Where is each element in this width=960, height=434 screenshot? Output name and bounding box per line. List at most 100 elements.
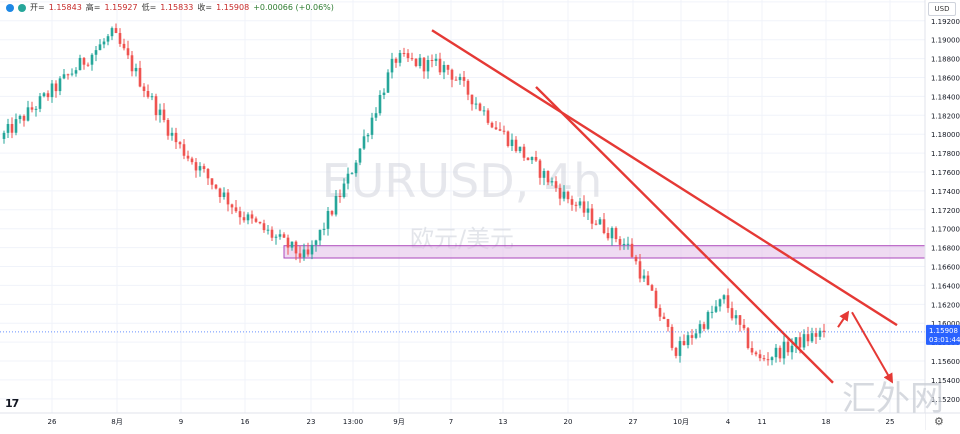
currency-selector[interactable]: USD (928, 2, 956, 16)
currency-label: USD (934, 5, 950, 13)
price-tick-label: 1.16200 (931, 301, 960, 309)
candle-body (634, 256, 638, 262)
candle-body (626, 243, 630, 245)
eye-icon[interactable] (6, 3, 14, 12)
candle-body (554, 181, 558, 188)
candle-body (142, 86, 146, 92)
candle-body (314, 240, 318, 245)
candle-body (50, 83, 54, 98)
candle-body (526, 157, 530, 161)
time-axis[interactable]: 26 8月 9 16 23 13:00 9月 7 13 20 27 10月 4 11 18 25 (0, 412, 960, 430)
time-tick-label: 18 (822, 418, 831, 426)
candle-body (226, 192, 230, 205)
price-axis[interactable]: 1.19200 1.19000 1.18800 1.18600 1.18400 1.182… (924, 0, 960, 430)
candle-body (306, 249, 310, 255)
price-tick-label: 1.18600 (931, 74, 960, 82)
candles (2, 23, 826, 366)
candle-body (398, 53, 402, 63)
symbol-watermark: EURUSD, 4h 欧元/美元 (322, 154, 603, 253)
candle-body (206, 169, 210, 179)
candle-body (162, 109, 166, 120)
candle-body (386, 72, 390, 93)
ohlc-legend: 开= 1.15843 高= 1.15927 低= 1.15833 收= 1.15908 … (6, 2, 334, 13)
candle-body (426, 60, 430, 72)
candle-body (230, 204, 234, 208)
candle-body (590, 208, 594, 224)
candle-body (738, 315, 742, 325)
candle-body (730, 308, 734, 319)
candle-body (558, 187, 562, 199)
candle-body (542, 170, 546, 178)
candle-body (322, 228, 326, 230)
candle-body (262, 223, 266, 231)
candle-body (90, 54, 94, 65)
time-tick-label: 9 (179, 418, 183, 426)
candle-body (58, 78, 62, 92)
trendline (535, 86, 834, 384)
candle-body (26, 107, 30, 121)
candle-body (478, 103, 482, 111)
candle-body (330, 211, 334, 215)
candle-body (414, 58, 418, 67)
candle-body (254, 218, 258, 222)
candle-body (750, 347, 754, 353)
candle-body (158, 109, 162, 116)
candle-body (302, 249, 306, 258)
candle-body (574, 204, 578, 206)
gear-icon[interactable]: ⚙ (934, 415, 944, 428)
candle-body (514, 139, 518, 152)
candle-body (126, 48, 130, 56)
candle-body (562, 191, 566, 199)
candle-body (622, 243, 626, 245)
support-zone (283, 245, 926, 259)
candle-body (462, 76, 466, 81)
candle-body (654, 290, 658, 308)
candle-body (326, 211, 330, 229)
close-value: 1.15908 (216, 3, 250, 12)
candle-body (538, 160, 542, 178)
candle-body (458, 76, 462, 81)
candle-body (662, 316, 666, 320)
candle-body (222, 192, 226, 197)
price-tick-label: 1.17200 (931, 207, 960, 215)
price-tick-label: 1.18000 (931, 131, 960, 139)
time-tick-label: 26 (48, 418, 57, 426)
candle-body (754, 352, 758, 355)
time-tick-label: 25 (886, 418, 895, 426)
candle-body (366, 134, 370, 137)
zone-rect (283, 245, 926, 259)
candle-body (786, 341, 790, 353)
tradingview-logo-icon[interactable]: 17 (5, 397, 19, 410)
candle-body (698, 324, 702, 334)
candle-body (202, 166, 206, 170)
candle-body (602, 219, 606, 234)
candle-body (362, 136, 366, 149)
candle-body (582, 201, 586, 213)
candle-body (242, 217, 246, 221)
candle-body (546, 170, 550, 183)
candle-body (806, 334, 810, 342)
candle-body (174, 132, 178, 143)
candle-body (438, 58, 442, 73)
projection-arrows[interactable] (837, 310, 893, 384)
candle-body (238, 211, 242, 218)
candle-body (118, 33, 122, 44)
time-tick-label: 13 (499, 418, 508, 426)
candle-body (338, 195, 342, 198)
trendlines[interactable] (431, 29, 898, 384)
candle-body (22, 115, 26, 121)
candle-body (394, 58, 398, 63)
candle-body (102, 41, 106, 45)
price-tick-label: 1.15400 (931, 377, 960, 385)
candle-body (566, 191, 570, 200)
trendline (431, 29, 898, 327)
high-label: 高= (85, 3, 101, 12)
candle-body (150, 96, 154, 98)
candle-body (770, 357, 774, 361)
candle-body (138, 67, 142, 87)
candle-body (570, 199, 574, 205)
candle-body (646, 275, 650, 286)
price-tick-label: 1.19200 (931, 18, 960, 26)
